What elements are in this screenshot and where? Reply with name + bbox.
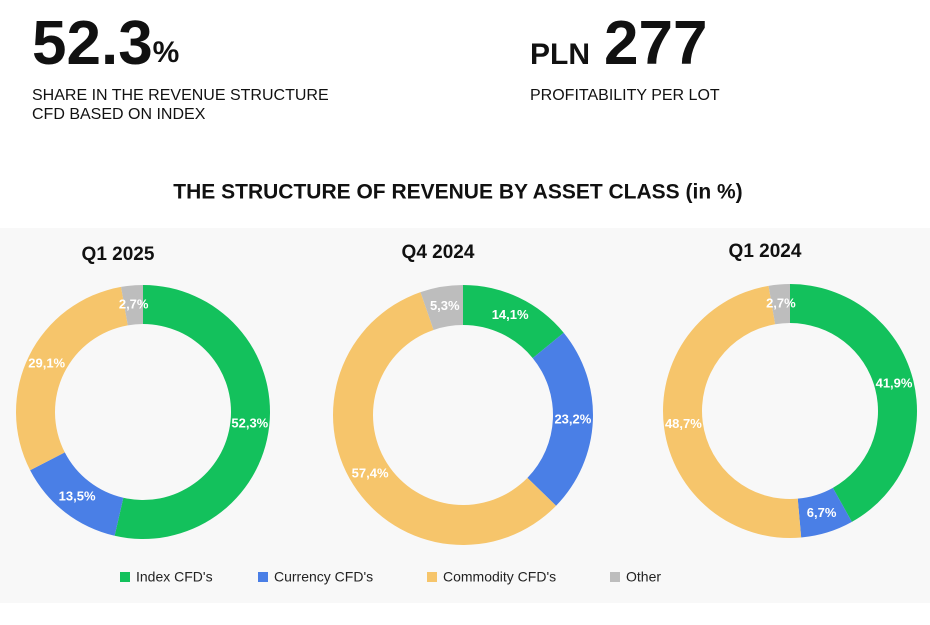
legend-swatch (610, 572, 620, 582)
donut-segment (420, 285, 463, 330)
legend-label: Index CFD's (136, 569, 213, 585)
donut-segment (463, 285, 564, 359)
kpi-prefix: PLN (530, 38, 590, 71)
kpi-number: 52.3 (32, 9, 153, 78)
donut-segment (332, 292, 557, 546)
data-label: 13,5% (59, 488, 96, 503)
donut-segment (768, 284, 790, 325)
data-label: 14,1% (492, 307, 529, 322)
kpi-value: PLN 277 (530, 9, 707, 78)
data-label: 41,9% (876, 375, 913, 390)
donut-segment (797, 487, 852, 538)
legend-swatch (258, 572, 268, 582)
kpi-number: 277 (604, 9, 707, 78)
legend-label: Other (626, 569, 661, 585)
data-label: 5,3% (430, 298, 460, 313)
chart-title: Q1 2025 (82, 244, 155, 265)
data-label: 2,7% (119, 296, 149, 311)
legend-label: Commodity CFD's (443, 569, 556, 585)
donut-segment (663, 285, 802, 538)
data-label: 29,1% (28, 356, 65, 371)
donut-segment (790, 284, 917, 522)
kpi-unit: % (153, 36, 180, 69)
data-label: 2,7% (766, 295, 796, 310)
kpi-label: SHARE IN THE REVENUE STRUCTURE (32, 87, 329, 104)
data-label: 6,7% (807, 505, 837, 520)
data-label: 52,3% (231, 416, 268, 431)
chart-title: Q1 2024 (729, 241, 802, 262)
legend-swatch (120, 572, 130, 582)
donut-segment (15, 286, 128, 471)
donut-segment (114, 285, 270, 539)
legend-swatch (427, 572, 437, 582)
kpi-value: 52.3% (32, 9, 179, 78)
donut-segment (527, 332, 593, 506)
kpi-label: CFD BASED ON INDEX (32, 106, 206, 123)
chart-title: Q4 2024 (402, 242, 475, 263)
legend-label: Currency CFD's (274, 569, 373, 585)
data-label: 48,7% (665, 416, 702, 431)
donut-segment (30, 452, 124, 536)
data-label: 23,2% (554, 411, 591, 426)
data-label: 57,4% (352, 465, 389, 480)
kpi-label: PROFITABILITY PER LOT (530, 87, 720, 104)
donut-segment (121, 285, 143, 326)
section-title: THE STRUCTURE OF REVENUE BY ASSET CLASS … (173, 181, 742, 204)
